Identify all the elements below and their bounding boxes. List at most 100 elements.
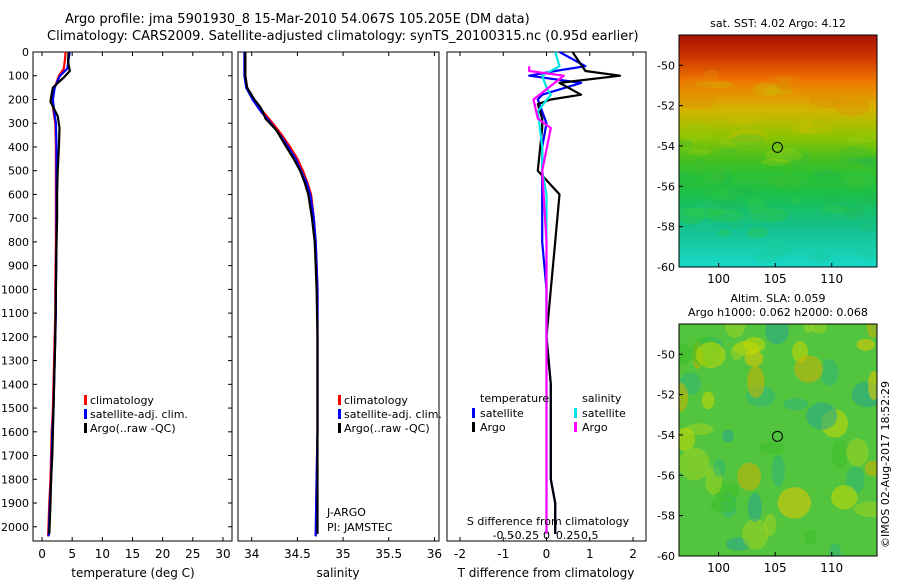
sst-texture-patch bbox=[717, 134, 751, 147]
legend-label-argo: Argo(..raw -QC) bbox=[344, 422, 430, 435]
sst-texture-patch bbox=[729, 137, 768, 146]
map-y-tick-label: -58 bbox=[657, 221, 675, 234]
sst-texture-patch bbox=[717, 148, 740, 155]
sla-texture-patch bbox=[811, 324, 827, 334]
sst-texture-patch bbox=[749, 208, 788, 223]
float-pi: PI: JAMSTEC bbox=[327, 521, 393, 534]
sst-texture-patch bbox=[820, 193, 839, 205]
sst-texture-patch bbox=[712, 166, 725, 185]
sst-texture-patch bbox=[811, 169, 841, 181]
sst-texture-patch bbox=[694, 158, 707, 174]
x-tick-label: 35 bbox=[335, 547, 350, 561]
sst-texture-patch bbox=[859, 223, 874, 232]
series-line-argo bbox=[244, 52, 319, 534]
legend-swatch-s-satellite bbox=[574, 408, 577, 418]
sla-texture-patch bbox=[804, 529, 817, 545]
sst-heatmap bbox=[679, 35, 877, 267]
depth-tick-label: 1000 bbox=[1, 283, 29, 296]
sst-texture-patch bbox=[686, 207, 726, 218]
difference-panel: -2 -1 0 1 2 -0.5-0.25 0 0.25 0.5 temperature sa… bbox=[446, 51, 647, 580]
sst-texture-patch bbox=[808, 252, 831, 263]
profile-location-marker bbox=[771, 430, 783, 442]
figure-title-line2: Climatology: CARS2009. Satellite-adjuste… bbox=[47, 29, 639, 44]
map-x-tick-label: 110 bbox=[820, 272, 843, 286]
sla-texture-patch bbox=[851, 381, 877, 408]
s-diff-tick-label: 0.25 bbox=[556, 529, 581, 542]
sla-texture bbox=[679, 324, 877, 556]
sst-texture-patch bbox=[729, 129, 768, 143]
sla-texture-patch bbox=[712, 459, 726, 477]
salinity-plot-frame bbox=[237, 51, 440, 542]
s-diff-tick-label: 0 bbox=[543, 529, 550, 542]
s-diff-tick-label: 0.5 bbox=[581, 529, 599, 542]
depth-tick-label: 0 bbox=[22, 46, 29, 59]
depth-tick-label: 1900 bbox=[1, 497, 29, 510]
series-line-argo bbox=[48, 51, 71, 534]
x-tick-label: 1 bbox=[586, 547, 594, 561]
sst-map-title: sat. SST: 4.02 Argo: 4.12 bbox=[710, 17, 846, 30]
sst-texture-patch bbox=[777, 79, 795, 91]
depth-tick-label: 1500 bbox=[1, 402, 29, 415]
sst-texture-patch bbox=[847, 177, 865, 189]
map-y-tick-label: -58 bbox=[657, 510, 675, 523]
sst-texture-patch bbox=[705, 189, 744, 200]
legend-header-salinity: salinity bbox=[582, 392, 622, 405]
salinity-x-axis: 34 34.5 35 35.5 36 bbox=[244, 52, 442, 561]
sst-texture-patch bbox=[697, 207, 711, 220]
sla-texture-patch bbox=[679, 382, 689, 413]
depth-tick-label: 200 bbox=[8, 93, 29, 106]
sla-texture-patch bbox=[803, 324, 814, 333]
x-tick-label: 36 bbox=[427, 547, 442, 561]
sst-texture-patch bbox=[834, 97, 870, 116]
sst-map-frame bbox=[678, 34, 878, 268]
map-y-tick-label: -50 bbox=[657, 59, 675, 72]
sst-texture-patch bbox=[732, 114, 767, 123]
depth-tick-label: 2000 bbox=[1, 521, 29, 534]
sst-texture-patch bbox=[798, 117, 813, 135]
sla-texture-patch bbox=[710, 497, 737, 513]
sla-texture-patch bbox=[747, 365, 765, 398]
profile-location-marker bbox=[771, 141, 783, 153]
legend-label-s-satellite: satellite bbox=[582, 407, 626, 420]
sst-texture-patch bbox=[688, 148, 712, 156]
map-y-tick-label: -60 bbox=[657, 550, 675, 563]
map-x-tick-label: 105 bbox=[764, 272, 787, 286]
x-tick-label: 2 bbox=[629, 547, 637, 561]
depth-tick-label: 400 bbox=[8, 141, 29, 154]
x-tick-label: 25 bbox=[185, 547, 200, 561]
sla-texture-patch bbox=[742, 518, 769, 550]
x-tick-label: -2 bbox=[454, 547, 466, 561]
salinity-xlabel: salinity bbox=[316, 566, 359, 580]
legend-header-temperature: temperature bbox=[480, 392, 549, 405]
salinity-legend: climatology satellite-adj. clim. Argo(..… bbox=[338, 394, 442, 435]
sst-texture-patch bbox=[860, 155, 877, 168]
sla-texture-patch bbox=[747, 492, 762, 523]
legend-swatch-satellite bbox=[338, 409, 341, 419]
sst-texture-patch bbox=[777, 174, 801, 191]
map-y-tick-label: -56 bbox=[657, 469, 675, 482]
depth-tick-label: 500 bbox=[8, 165, 29, 178]
sla-texture-patch bbox=[771, 454, 786, 487]
sst-texture-patch bbox=[838, 146, 871, 162]
sst-texture-patch bbox=[854, 244, 877, 258]
sst-texture-patch bbox=[765, 84, 794, 96]
sst-texture-patch bbox=[716, 171, 734, 187]
x-tick-label: 15 bbox=[125, 547, 140, 561]
map-x-tick-label: 110 bbox=[820, 561, 843, 575]
sst-texture-patch bbox=[679, 207, 705, 225]
sst-texture-patch bbox=[694, 222, 714, 229]
sst-texture-patch bbox=[743, 211, 770, 224]
sst-texture-patch bbox=[821, 205, 850, 214]
temperature-xlabel: temperature (deg C) bbox=[71, 566, 194, 580]
s-diff-tick-label: -0.25 bbox=[511, 529, 539, 542]
sla-texture-patch bbox=[679, 427, 696, 451]
s-difference-label: S difference from climatology bbox=[467, 515, 630, 528]
legend-swatch-argo bbox=[84, 423, 87, 433]
sla-texture-patch bbox=[820, 358, 839, 386]
map-y-tick-label: -56 bbox=[657, 180, 675, 193]
sst-texture-patch bbox=[792, 122, 832, 135]
legend-label-s-argo: Argo bbox=[582, 421, 608, 434]
sst-texture-patch bbox=[725, 186, 756, 198]
depth-tick-label: 1300 bbox=[1, 355, 29, 368]
